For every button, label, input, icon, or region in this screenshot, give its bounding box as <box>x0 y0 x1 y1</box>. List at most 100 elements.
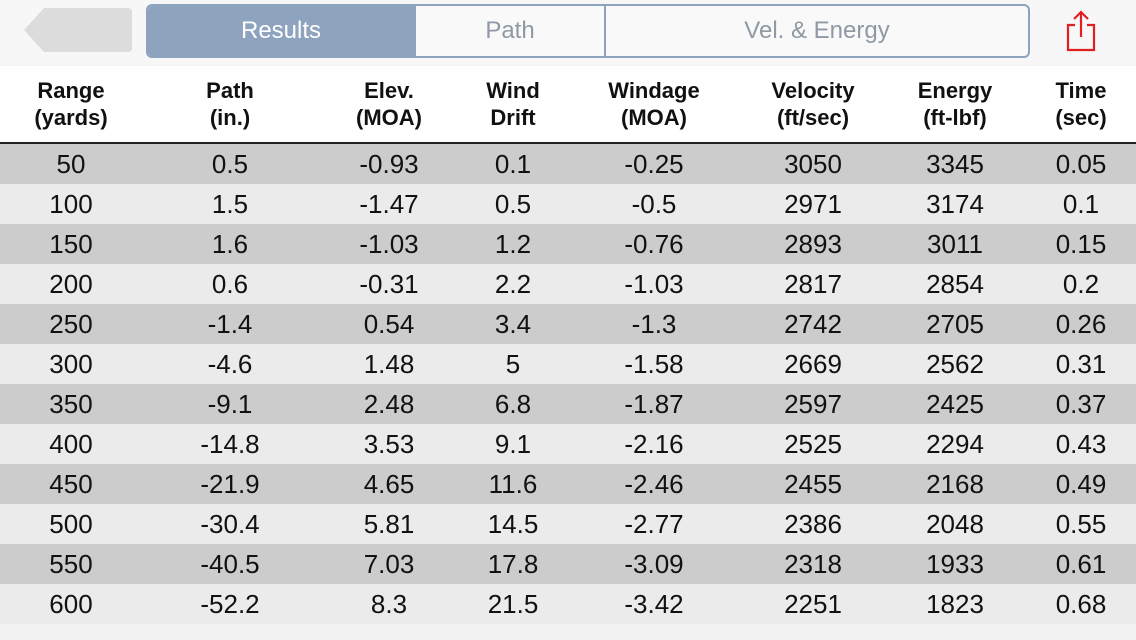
cell-energy: 2425 <box>926 388 984 419</box>
cell-wind-drift: 0.5 <box>494 188 532 219</box>
cell-energy: 3174 <box>926 188 984 219</box>
cell-path: 0.5 <box>211 148 249 179</box>
cell-windage: -1.03 <box>624 268 684 299</box>
cell-range: 100 <box>49 188 93 219</box>
segmented-control: Results Path Vel. & Energy <box>146 4 1030 58</box>
tab-vel-energy[interactable]: Vel. & Energy <box>604 6 1028 56</box>
cell-time: 0.61 <box>1055 548 1107 579</box>
table-body: 50 0.5 -0.93 0.1 -0.25 3050 3345 0.05 100 1.5 -1.4… <box>0 144 1136 624</box>
table-row: 400 -14.8 3.53 9.1 -2.16 2525 2294 0.43 <box>0 424 1136 464</box>
tab-path[interactable]: Path <box>414 6 604 56</box>
table-row: 500 -30.4 5.81 14.5 -2.77 2386 2048 0.55 <box>0 504 1136 544</box>
cell-wind-drift: 14.5 <box>487 508 539 539</box>
top-bar: Results Path Vel. & Energy <box>0 0 1136 65</box>
header-path: Path (in.) <box>206 78 254 130</box>
cell-path: -4.6 <box>207 348 253 379</box>
cell-energy: 3011 <box>927 228 983 259</box>
cell-time: 0.37 <box>1055 388 1107 419</box>
cell-velocity: 3050 <box>784 148 842 179</box>
cell-windage: -0.76 <box>624 228 684 259</box>
cell-energy: 2168 <box>926 468 984 499</box>
cell-path: 1.6 <box>211 228 249 259</box>
cell-energy: 2705 <box>926 308 984 339</box>
cell-path: -40.5 <box>200 548 260 579</box>
table-row: 50 0.5 -0.93 0.1 -0.25 3050 3345 0.05 <box>0 144 1136 184</box>
table-row: 350 -9.1 2.48 6.8 -1.87 2597 2425 0.37 <box>0 384 1136 424</box>
cell-wind-drift: 5 <box>505 348 521 379</box>
cell-time: 0.05 <box>1055 148 1107 179</box>
results-table: Range (yards) Path (in.) Elev. (MOA) Win… <box>0 66 1136 624</box>
cell-elevation: 4.65 <box>363 468 415 499</box>
cell-elevation: -1.03 <box>359 228 419 259</box>
cell-velocity: 2669 <box>784 348 842 379</box>
cell-energy: 2562 <box>926 348 984 379</box>
cell-path: -14.8 <box>200 428 260 459</box>
cell-wind-drift: 11.6 <box>488 468 538 499</box>
cell-windage: -2.46 <box>624 468 684 499</box>
cell-range: 350 <box>49 388 93 419</box>
cell-energy: 1823 <box>926 588 984 619</box>
cell-windage: -1.58 <box>624 348 684 379</box>
cell-time: 0.1 <box>1062 188 1100 219</box>
cell-path: 0.6 <box>211 268 249 299</box>
share-icon[interactable] <box>1062 10 1100 52</box>
cell-energy: 2854 <box>926 268 984 299</box>
cell-velocity: 2742 <box>784 308 842 339</box>
table-row: 150 1.6 -1.03 1.2 -0.76 2893 3011 0.15 <box>0 224 1136 264</box>
table-row: 250 -1.4 0.54 3.4 -1.3 2742 2705 0.26 <box>0 304 1136 344</box>
cell-elevation: -1.47 <box>359 188 419 219</box>
cell-windage: -2.16 <box>624 428 684 459</box>
cell-velocity: 2597 <box>784 388 842 419</box>
cell-windage: -0.25 <box>624 148 684 179</box>
table-row: 600 -52.2 8.3 21.5 -3.42 2251 1823 0.68 <box>0 584 1136 624</box>
cell-velocity: 2817 <box>784 268 842 299</box>
cell-path: 1.5 <box>211 188 249 219</box>
cell-elevation: 3.53 <box>363 428 415 459</box>
cell-windage: -3.09 <box>624 548 684 579</box>
cell-windage: -2.77 <box>624 508 684 539</box>
cell-wind-drift: 1.2 <box>494 228 532 259</box>
cell-velocity: 2251 <box>784 588 842 619</box>
cell-range: 50 <box>56 148 86 179</box>
cell-time: 0.26 <box>1055 308 1107 339</box>
tab-results[interactable]: Results <box>148 6 414 56</box>
cell-windage: -3.42 <box>624 588 684 619</box>
cell-elevation: 2.48 <box>363 388 415 419</box>
cell-wind-drift: 17.8 <box>487 548 539 579</box>
table-row: 550 -40.5 7.03 17.8 -3.09 2318 1933 0.61 <box>0 544 1136 584</box>
cell-windage: -0.5 <box>631 188 677 219</box>
cell-velocity: 2893 <box>784 228 842 259</box>
cell-energy: 1933 <box>926 548 984 579</box>
cell-time: 0.2 <box>1062 268 1100 299</box>
cell-wind-drift: 0.1 <box>494 148 532 179</box>
cell-range: 450 <box>49 468 93 499</box>
cell-wind-drift: 21.5 <box>487 588 539 619</box>
cell-wind-drift: 2.2 <box>494 268 532 299</box>
back-arrow-icon[interactable] <box>22 6 134 54</box>
cell-velocity: 2971 <box>784 188 842 219</box>
table-row: 450 -21.9 4.65 11.6 -2.46 2455 2168 0.49 <box>0 464 1136 504</box>
cell-energy: 3345 <box>926 148 984 179</box>
cell-time: 0.43 <box>1055 428 1107 459</box>
cell-path: -30.4 <box>200 508 260 539</box>
cell-range: 300 <box>49 348 93 379</box>
cell-energy: 2048 <box>926 508 984 539</box>
cell-velocity: 2386 <box>784 508 842 539</box>
cell-elevation: 8.3 <box>370 588 408 619</box>
cell-range: 600 <box>49 588 93 619</box>
header-windage: Windage (MOA) <box>608 78 700 130</box>
cell-range: 150 <box>49 228 93 259</box>
table-row: 100 1.5 -1.47 0.5 -0.5 2971 3174 0.1 <box>0 184 1136 224</box>
cell-path: -21.9 <box>200 468 260 499</box>
cell-velocity: 2455 <box>784 468 842 499</box>
cell-range: 200 <box>49 268 93 299</box>
cell-time: 0.31 <box>1055 348 1107 379</box>
header-elevation: Elev. (MOA) <box>356 78 422 130</box>
cell-time: 0.55 <box>1055 508 1107 539</box>
cell-time: 0.15 <box>1055 228 1107 259</box>
header-time: Time (sec) <box>1055 78 1107 130</box>
cell-elevation: 0.54 <box>363 308 415 339</box>
cell-elevation: 5.81 <box>363 508 415 539</box>
cell-wind-drift: 6.8 <box>494 388 532 419</box>
cell-elevation: -0.31 <box>359 268 419 299</box>
